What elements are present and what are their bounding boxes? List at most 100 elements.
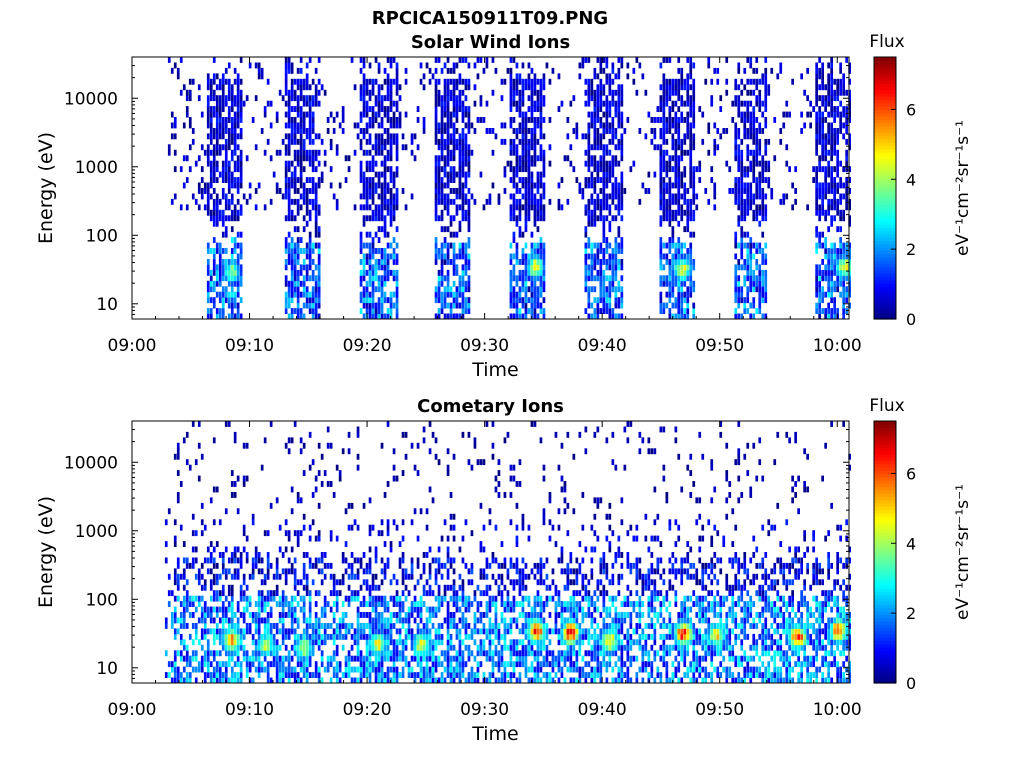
heatmap-cell	[386, 204, 390, 211]
heatmap-cell	[674, 144, 678, 151]
heatmap-cell	[365, 215, 369, 222]
heatmap-cell	[296, 579, 300, 586]
heatmap-cell	[815, 111, 818, 118]
heatmap-cell	[296, 160, 300, 167]
heatmap-cell	[677, 286, 681, 293]
heatmap-cell	[452, 242, 456, 249]
heatmap-cell	[815, 231, 818, 238]
heatmap-cell	[743, 198, 747, 205]
heatmap-cell	[842, 297, 845, 304]
heatmap-cell	[674, 297, 678, 304]
heatmap-cell	[740, 166, 744, 173]
heatmap-cell	[227, 291, 231, 298]
heatmap-cell	[293, 149, 297, 156]
heatmap-cell	[359, 231, 363, 238]
heatmap-cell	[236, 177, 240, 183]
heatmap-cell	[446, 313, 450, 320]
heatmap-cell	[269, 502, 273, 509]
heatmap-cell	[467, 106, 471, 112]
heatmap-cell	[377, 106, 381, 112]
heatmap-cell	[218, 100, 222, 107]
heatmap-cell	[830, 286, 833, 293]
heatmap-cell	[317, 623, 321, 629]
heatmap-cell	[173, 650, 177, 657]
heatmap-cell	[599, 198, 603, 205]
heatmap-cell	[176, 628, 180, 635]
heatmap-cell	[542, 117, 546, 123]
heatmap-cell	[284, 78, 288, 85]
heatmap-cell	[371, 313, 375, 320]
heatmap-cell	[395, 297, 399, 304]
heatmap-cell	[197, 442, 201, 449]
heatmap-cell	[365, 138, 369, 145]
heatmap-cell	[221, 171, 225, 178]
heatmap-cell	[767, 89, 771, 96]
heatmap-cell	[212, 302, 216, 309]
heatmap-cell	[827, 269, 830, 276]
panel-title: Cometary Ions	[417, 396, 564, 417]
heatmap-cell	[464, 138, 468, 145]
heatmap-cell	[215, 73, 219, 80]
heatmap-cell	[308, 57, 312, 63]
heatmap-cell	[509, 242, 513, 249]
heatmap-cell	[245, 442, 249, 449]
heatmap-cell	[296, 237, 300, 243]
heatmap-cell	[245, 95, 249, 102]
heatmap-cell	[323, 149, 327, 156]
heatmap-cell	[194, 655, 198, 662]
heatmap-cell	[377, 133, 381, 140]
heatmap-cell	[830, 204, 833, 211]
heatmap-cell	[233, 237, 237, 243]
heatmap-cell	[434, 138, 438, 145]
heatmap-cell	[821, 193, 824, 200]
heatmap-cell	[302, 612, 306, 618]
heatmap-cell	[227, 275, 231, 282]
heatmap-cell	[308, 524, 312, 531]
heatmap-cell	[530, 67, 534, 74]
heatmap-cell	[725, 160, 729, 167]
heatmap-cell	[200, 177, 204, 183]
heatmap-cell	[185, 644, 189, 651]
heatmap-cell	[458, 286, 462, 293]
heatmap-cell	[587, 84, 591, 91]
heatmap-cell	[668, 198, 672, 205]
heatmap-cell	[224, 100, 228, 107]
heatmap-cell	[761, 177, 765, 183]
heatmap-cell	[227, 623, 231, 629]
heatmap-cell	[587, 78, 591, 85]
heatmap-cell	[833, 78, 836, 85]
heatmap-cell	[512, 57, 516, 63]
heatmap-cell	[212, 595, 216, 602]
heatmap-cell	[647, 171, 651, 178]
heatmap-cell	[443, 204, 447, 211]
heatmap-cell	[377, 204, 381, 211]
heatmap-cell	[296, 644, 300, 651]
heatmap-cell	[230, 601, 234, 607]
heatmap-cell	[209, 677, 213, 684]
heatmap-cell	[602, 226, 606, 233]
heatmap-cell	[440, 297, 444, 304]
heatmap-cell	[437, 182, 441, 189]
heatmap-cell	[614, 215, 618, 222]
heatmap-cell	[290, 242, 294, 249]
heatmap-cell	[689, 106, 693, 112]
heatmap-cell	[341, 117, 345, 123]
heatmap-cell	[455, 144, 459, 151]
heatmap-cell	[383, 111, 387, 118]
heatmap-cell	[455, 209, 459, 216]
heatmap-cell	[650, 128, 654, 134]
heatmap-cell	[347, 666, 351, 673]
heatmap-cell	[698, 106, 702, 112]
heatmap-cell	[281, 595, 285, 602]
heatmap-cell	[746, 166, 750, 173]
heatmap-cell	[311, 519, 315, 526]
heatmap-cell	[182, 182, 186, 189]
heatmap-cell	[317, 280, 321, 287]
heatmap-cell	[524, 193, 528, 200]
heatmap-cell	[527, 188, 531, 194]
heatmap-cell	[329, 633, 333, 640]
x-axis-label: Time	[471, 359, 519, 381]
heatmap-cell	[308, 650, 312, 657]
heatmap-cell	[464, 280, 468, 287]
heatmap-cell	[455, 138, 459, 145]
